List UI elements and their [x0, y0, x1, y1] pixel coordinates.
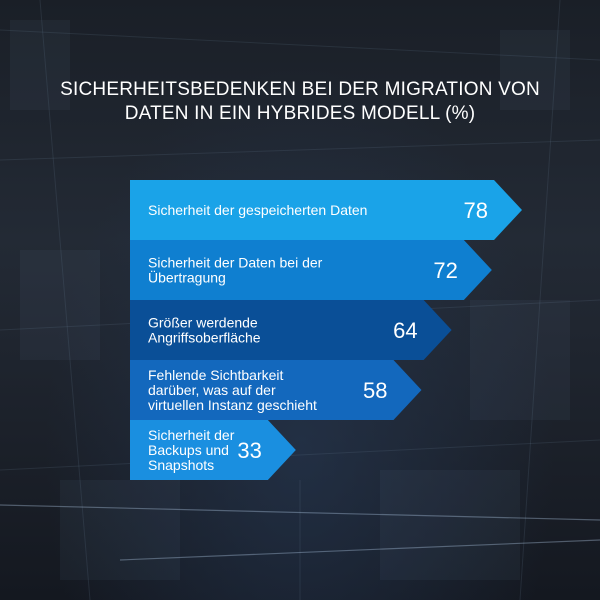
bar-value-3: 64 [393, 318, 417, 343]
bar-value-4: 58 [363, 378, 387, 403]
bar-5 [130, 420, 296, 480]
bar-value-5: 33 [237, 438, 261, 463]
bar-label-1: Sicherheit der gespeicherten Daten [148, 202, 367, 218]
bar-label-5: Sicherheit der Backups und Snapshots [148, 427, 235, 473]
bar-value-1: 78 [464, 198, 488, 223]
bar-2 [130, 240, 492, 300]
bar-label-4: Fehlende Sichtbarkeit darüber, was auf de… [148, 367, 317, 413]
bar-3 [130, 300, 452, 360]
chart-title: SICHERHEITSBEDENKEN BEI DER MIGRATION VO… [60, 79, 540, 124]
bar-label-3: Größer werdende Angriffsoberfläche [148, 315, 261, 346]
bar-4 [130, 360, 422, 420]
bar-value-2: 72 [433, 258, 457, 283]
bar-label-2: Sicherheit der Daten bei der Übertragung [148, 255, 323, 286]
bar-1 [130, 180, 522, 240]
